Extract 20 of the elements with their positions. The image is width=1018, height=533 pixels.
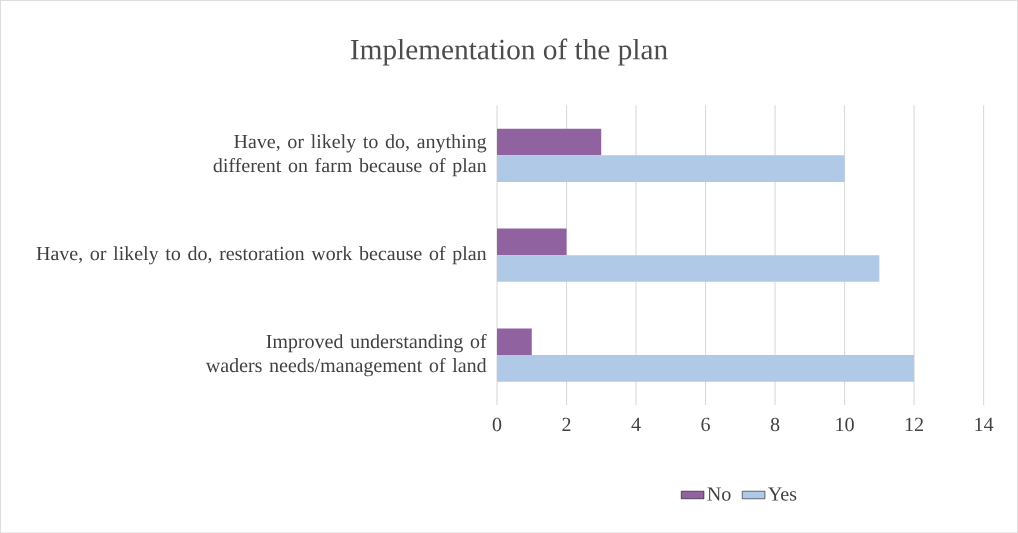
chart-title: Implementation of the plan	[350, 38, 668, 66]
y-tick-label: Improved understanding of waders needs/management of land	[205, 333, 487, 377]
x-tick-label: 10	[836, 417, 854, 432]
bar	[497, 228, 567, 256]
bar	[497, 155, 845, 182]
bar	[497, 354, 915, 382]
y-tick-label: Have, or likely to do, anything different on farm because of plan	[213, 134, 487, 177]
x-tick-label: 6	[701, 417, 710, 432]
legend-label: Yes	[768, 487, 797, 501]
x-tick-label: 12	[905, 417, 923, 431]
x-tick-label: 0	[492, 417, 502, 432]
legend-label: No	[707, 487, 731, 501]
x-tick-label: 4	[631, 417, 641, 431]
x-tick-label: 2	[562, 417, 571, 431]
bar	[497, 255, 880, 282]
bar	[497, 328, 532, 355]
y-tick-label: Have, or likely to do, restoration work because of plan	[36, 245, 487, 265]
x-tick-label: 14	[975, 417, 994, 431]
x-tick-label: 8	[770, 417, 780, 432]
bar	[497, 128, 602, 156]
